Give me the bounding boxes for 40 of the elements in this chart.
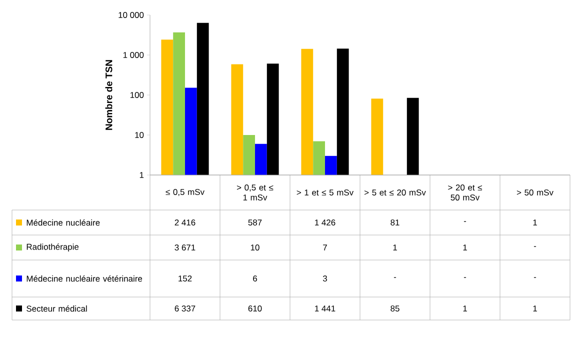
legend-label: Médecine nucléaire vétérinaire [26,275,142,282]
text: - [534,246,536,247]
y-tick-label: 1 [140,172,144,178]
data-label: 1 [533,220,537,226]
data-label: 6 [253,276,257,282]
y-tick-label: 1 000 [123,52,144,58]
text: - [534,277,536,278]
x-tick-label: ≤ 0,5 mSv [166,189,204,196]
y-tick-label: 10 [135,132,144,138]
x-tick-label: > 0,5 et ≤ 1 mSv [236,184,274,200]
text: - [464,221,466,222]
data-label: 10 [250,244,260,250]
legend-label: Radiothérapie [26,244,79,252]
data-label: 3 [322,276,327,282]
data-label: 2 416 [174,220,196,226]
data-label: 81 [390,220,400,226]
data-label: 1 [463,244,467,250]
data-label: 152 [178,276,192,282]
text: - [394,277,396,278]
data-label: 587 [248,220,262,226]
legend-label: Secteur médical [26,305,87,312]
data-label: 1 426 [315,220,336,226]
data-label: 6 337 [174,306,196,312]
data-label: 610 [248,306,262,312]
data-label: 1 [463,306,467,312]
y-tick-label: 100 [130,92,144,98]
data-label: 1 [533,306,537,312]
data-label: 3 671 [174,244,196,250]
y-axis-title: Nombre de TSN [105,60,112,130]
x-tick-label: > 50 mSv [516,190,554,196]
y-tick-label: 10 000 [118,12,144,18]
data-label: 7 [323,244,327,250]
text: - [464,277,466,278]
legend-label: Médecine nucléaire [26,219,100,226]
x-tick-label: > 1 et ≤ 5 mSv [296,190,354,196]
data-label: 1 [393,244,397,250]
data-label: 85 [390,306,400,312]
x-tick-label: > 20 et ≤ 50 mSv [448,184,482,200]
data-label: 1 441 [315,306,336,312]
x-tick-label: > 5 et ≤ 20 mSv [364,190,426,196]
